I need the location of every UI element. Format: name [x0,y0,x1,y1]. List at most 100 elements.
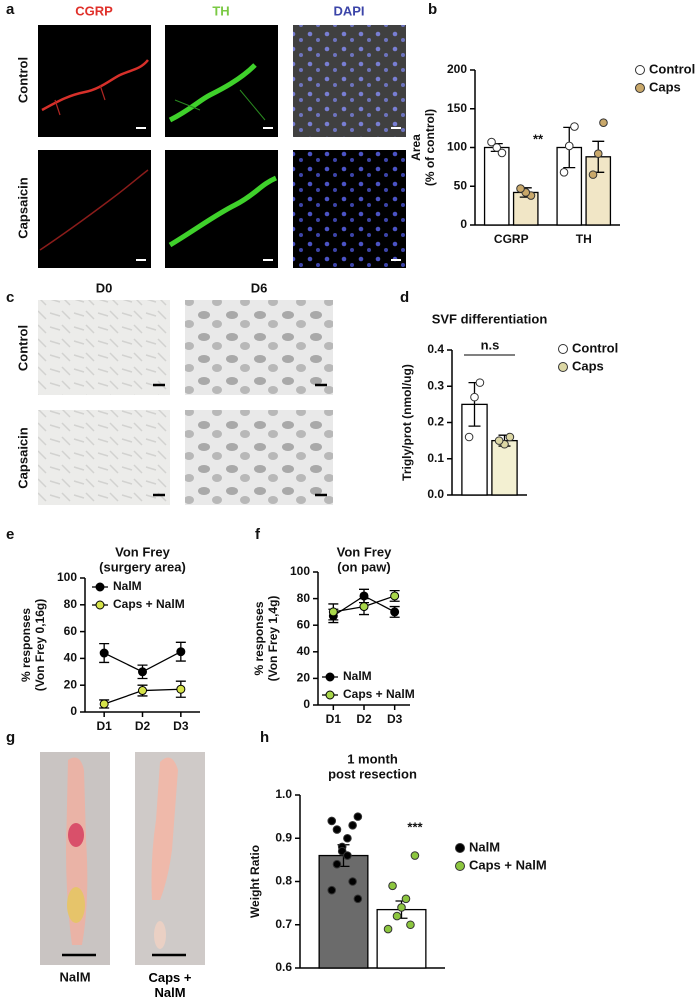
y-tick-label: 0.0 [427,487,444,501]
y-tick-label: 20 [297,671,311,685]
legend-label: Caps + NalM [343,687,415,701]
data-point [353,894,363,904]
legend-marker [95,582,105,592]
data-point [353,812,363,821]
data-point [348,877,357,886]
chart-title: Von Frey [337,544,392,559]
legend-marker [558,344,568,354]
column-label: TH [212,3,229,18]
data-point [388,881,397,891]
legend-marker [558,362,568,372]
y-tick-label: 0.4 [427,342,444,356]
data-point [343,851,352,860]
y-axis-label: (% of control) [423,109,437,186]
chart-subtitle: (on paw) [337,559,390,574]
data-point [564,141,574,151]
x-tick-label: D2 [356,712,372,726]
legend-marker [325,672,335,682]
legend-marker [325,690,335,700]
data-point [410,851,420,860]
y-tick-label: 100 [57,570,77,584]
y-tick-label: 0 [303,697,310,711]
y-axis-label: (Von Frey 1,4g) [266,596,280,682]
line-marker [176,684,186,694]
data-point [570,122,579,131]
y-tick-label: 60 [297,617,311,631]
data-point [392,911,402,921]
data-point [327,885,337,895]
y-tick-label: 100 [447,140,467,154]
y-tick-label: 150 [447,101,467,115]
panel-label: d [400,289,409,306]
row-label: Control [15,325,30,371]
y-tick-label: 0.1 [427,451,444,465]
line-marker [138,686,147,696]
bar [318,854,369,969]
data-point [599,118,608,127]
y-axis-label: Area [409,134,423,161]
line-marker [359,602,369,612]
line-marker [99,699,109,709]
annotation: n.s [481,337,500,352]
column-label: DAPI [333,3,364,18]
y-tick-label: 0.7 [275,917,292,931]
data-point [397,903,406,912]
y-tick-label: 0.6 [275,960,292,974]
y-tick-label: 0.3 [427,378,444,392]
photo-label: NalM [59,969,90,984]
panel-label: f [255,526,261,543]
legend-label: NalM [343,669,372,683]
data-point [593,149,603,158]
x-tick-label: D3 [387,712,403,726]
annotation: ** [533,131,544,146]
chart-title: SVF differentiation [432,311,548,326]
legend-label: NalM [113,579,142,593]
y-tick-label: 0.9 [275,830,292,844]
data-point [332,859,342,869]
data-point [588,170,598,179]
y-tick-label: 40 [64,651,78,665]
data-point [492,143,502,152]
data-point [332,825,342,834]
column-label: CGRP [75,3,113,18]
row-label: Capsaicin [15,427,30,488]
data-point [494,436,504,445]
data-point [470,392,479,402]
y-tick-label: 80 [297,591,311,605]
y-tick-label: 20 [64,677,78,691]
legend-label: Caps [649,79,681,94]
panel-label: b [428,1,437,18]
x-tick-label: D2 [135,719,151,733]
legend-label: NalM [469,839,500,854]
y-tick-label: 200 [447,62,467,76]
y-tick-label: 1.0 [275,787,292,801]
y-tick-label: 0.2 [427,415,444,429]
panel-label: h [260,729,269,746]
annotation: *** [407,819,423,834]
row-label: Capsaicin [15,177,30,238]
panel-label: c [6,289,14,306]
data-point [406,920,415,930]
micrographs-c: D0 D6 Control Capsaicin [15,280,333,505]
data-point [383,924,393,934]
line-marker [390,607,400,617]
y-tick-label: 0 [70,704,77,718]
legend-marker [95,600,105,610]
row-label: Control [15,57,30,103]
legend-marker [635,83,645,93]
y-axis-label: % responses [19,608,33,682]
y-tick-label: 0 [460,217,467,231]
bar [491,439,518,496]
panel-label: g [6,729,15,746]
data-point [559,168,569,177]
micrographs-a: CGRP TH DAPI Control Capsaicin [15,3,406,268]
column-label: D6 [251,280,268,295]
legend-marker [635,65,645,75]
legend-label: Caps + NalM [113,597,185,611]
photos-g: NalM Caps + NalM [40,752,205,1000]
legend-label: Control [572,340,618,355]
panel-label: a [6,1,15,18]
x-tick-label: CGRP [494,232,529,246]
data-point [401,894,411,904]
